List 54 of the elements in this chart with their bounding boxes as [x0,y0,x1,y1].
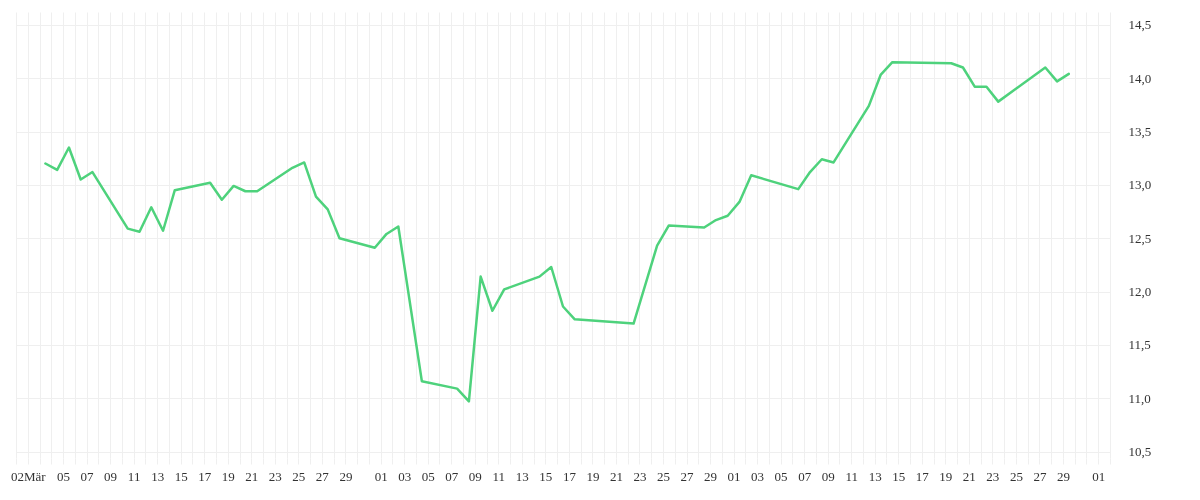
x-tick-label: 29 [704,468,718,484]
x-tick-label: 11 [845,468,858,484]
x-tick-label: 05 [421,468,435,484]
x-tick-label: 11 [127,468,141,484]
x-tick-label: 15 [539,468,553,484]
y-tick-label: 13,5 [1128,124,1152,139]
x-tick-label: 05 [774,468,788,484]
x-tick-label: 29 [339,468,353,484]
x-tick-label: 19 [586,468,600,484]
x-tick-label: 25 [1009,468,1023,484]
x-tick-label: 01 [727,468,741,484]
x-tick-label: 03 [398,468,412,484]
x-tick-label: 27 [315,468,330,484]
x-tick-label: 07 [445,468,459,484]
x-tick-label: 27 [1033,468,1047,484]
y-tick-label: 12,5 [1128,230,1152,246]
x-tick-label: 17 [915,468,930,484]
x-tick-label: 03 [751,468,765,484]
x-tick-label: 19 [221,468,235,484]
x-tick-label: 13 [868,468,882,484]
x-tick-label: 23 [633,468,647,484]
x-tick-label: 13 [151,468,165,484]
y-tick-label: 11,5 [1128,337,1151,353]
x-tick-label: 27 [680,468,695,484]
x-tick-label: 23 [268,468,282,484]
x-tick-label: 15 [892,468,906,484]
x-tick-label: 09 [821,468,835,484]
x-tick-label: 01 [1092,468,1106,484]
x-tick-label: 13 [515,468,529,484]
x-tick-label: 01 [374,468,388,484]
x-tick-label: 21 [245,468,259,484]
x-tick-label: 19 [939,468,953,484]
x-tick-label: 02Mär [10,468,47,484]
x-tick-label: 23 [986,468,1000,484]
x-tick-label: 11 [492,468,506,484]
x-tick-label: 17 [562,468,577,484]
x-tick-label: 15 [174,468,188,484]
x-tick-label: 29 [1056,468,1070,484]
x-tick-label: 21 [962,468,976,484]
y-tick-label: 10,5 [1128,444,1152,460]
x-tick-label: 07 [798,468,812,484]
y-tick-label: 14,0 [1128,70,1152,86]
x-tick-label: 09 [104,468,118,484]
y-tick-label: 14,5 [1128,17,1152,33]
x-tick-label: 17 [198,468,212,484]
y-tick-label: 13,0 [1128,177,1152,193]
x-tick-label: 25 [656,468,670,484]
x-tick-label: 07 [80,468,95,484]
x-tick-label: 25 [292,468,306,484]
y-tick-label: 11,0 [1128,390,1151,406]
x-tick-label: 21 [609,468,623,484]
x-tick-label: 09 [468,468,482,484]
y-tick-label: 12,0 [1128,284,1152,300]
x-tick-label: 05 [57,468,71,484]
